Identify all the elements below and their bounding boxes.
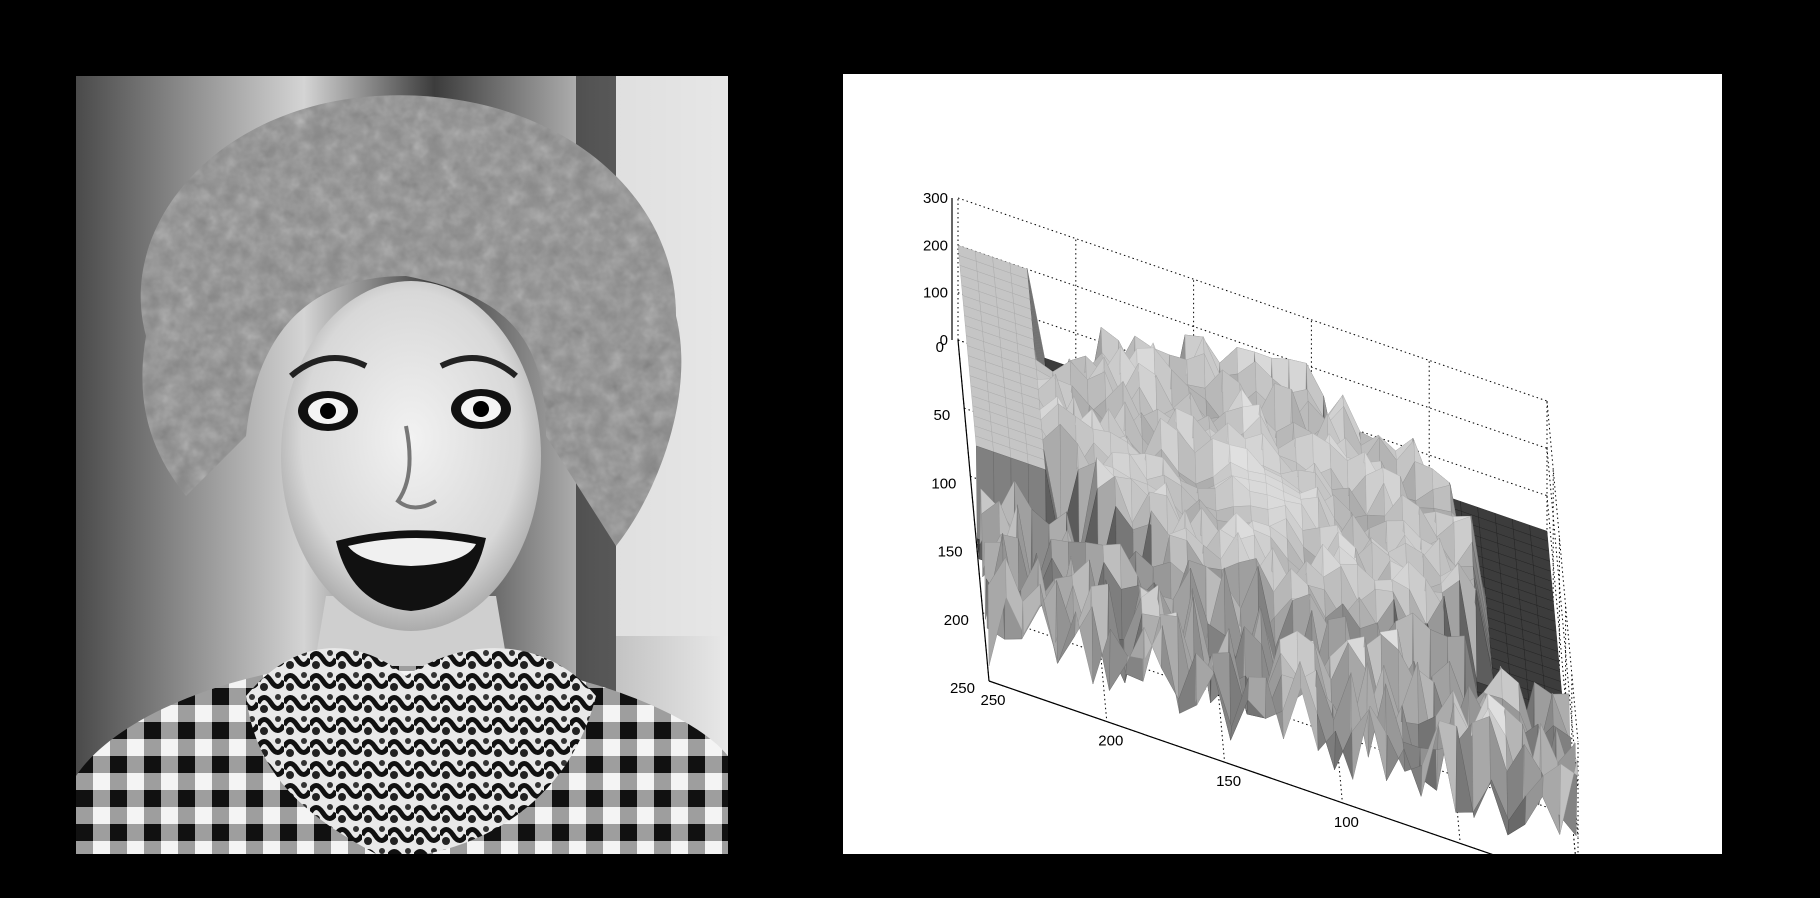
surface-cell	[1472, 716, 1491, 813]
x-axis-line	[988, 680, 1493, 854]
photo-panel	[76, 76, 728, 854]
grid-line	[1546, 495, 1579, 837]
intensity-surface	[957, 245, 1579, 837]
z-tick-label: 100	[923, 285, 948, 302]
x-tick-label: 100	[1334, 814, 1359, 831]
eyes	[298, 389, 511, 431]
x-tick-label: 250	[980, 692, 1005, 709]
hair	[140, 95, 682, 546]
surface-cell	[1288, 358, 1308, 394]
y-tick-label: 250	[950, 680, 975, 697]
y-tick-label: 0	[936, 339, 944, 356]
z-tick-label: 300	[923, 190, 948, 207]
tick-labels: 0100200300050100150200250050100150200250	[923, 190, 1359, 831]
surface-cell	[1559, 759, 1579, 835]
axes-frame	[951, 198, 1493, 854]
x-tick-label: 150	[1216, 773, 1241, 790]
grid-line	[957, 197, 1548, 402]
grid-line	[1546, 448, 1579, 790]
y-tick-label: 50	[934, 407, 951, 424]
x-tick-label: 200	[1098, 733, 1123, 750]
z-tick-label: 0	[940, 332, 948, 349]
z-tick-label: 200	[923, 237, 948, 254]
grid-line	[957, 244, 1548, 449]
surface-cell	[1432, 484, 1452, 513]
y-tick-label: 150	[938, 544, 963, 561]
y-tick-label: 200	[944, 612, 969, 629]
y-tick-label: 100	[931, 475, 956, 492]
surface-plot: 0100200300050100150200250050100150200250	[923, 190, 1579, 854]
portrait-photo	[76, 76, 728, 854]
surface-plot-panel: 0100200300050100150200250050100150200250	[843, 74, 1722, 854]
surface-cell	[1186, 353, 1206, 389]
mouth	[336, 530, 486, 611]
grid-line	[1546, 400, 1579, 743]
surface-cell	[1542, 763, 1561, 835]
y-axis-line	[957, 339, 990, 682]
